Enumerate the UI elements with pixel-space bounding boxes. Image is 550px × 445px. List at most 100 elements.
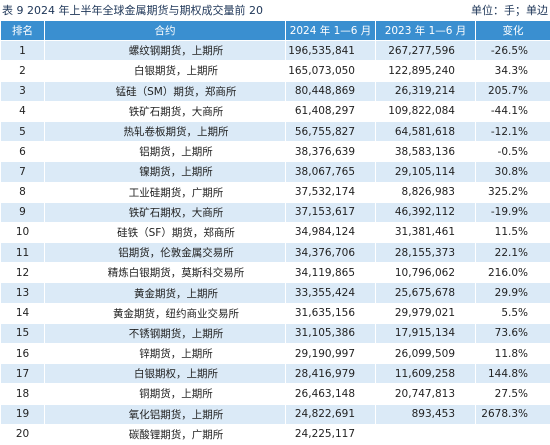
table-cell: 20,747,813 xyxy=(376,384,476,404)
table-cell: 196,535,841 xyxy=(286,41,376,61)
table-cell: 38,583,136 xyxy=(376,142,476,162)
table-cell: 267,277,596 xyxy=(376,41,476,61)
table-cell: 56,755,827 xyxy=(286,121,376,141)
table-cell: 20 xyxy=(1,424,45,444)
table-cell: 19 xyxy=(1,404,45,424)
table-cell: 硅铁（SF）期货，郑商所 xyxy=(45,222,286,242)
table-cell: 工业硅期货，广期所 xyxy=(45,182,286,202)
column-header: 合约 xyxy=(45,21,286,41)
table-cell: 26,463,148 xyxy=(286,384,376,404)
table-cell: 37,153,617 xyxy=(286,202,376,222)
table-cell: 38,376,639 xyxy=(286,142,376,162)
table-cell: 17 xyxy=(1,364,45,384)
table-cell: 30.8% xyxy=(476,162,550,182)
table-cell: 122,895,240 xyxy=(376,61,476,81)
table-cell: 铁矿石期权，大商所 xyxy=(45,202,286,222)
table-cell: 80,448,869 xyxy=(286,81,376,101)
table-cell: 109,822,084 xyxy=(376,101,476,121)
table-cell: -12.1% xyxy=(476,121,550,141)
column-header: 2024 年 1—6 月 xyxy=(286,21,376,41)
table-cell: 34,984,124 xyxy=(286,222,376,242)
table-cell: -44.1% xyxy=(476,101,550,121)
table-cell: 6 xyxy=(1,142,45,162)
table-cell: 白银期货，上期所 xyxy=(45,61,286,81)
table-cell: 28,155,373 xyxy=(376,243,476,263)
table-cell: 铝期货，伦敦金属交易所 xyxy=(45,243,286,263)
table-cell: 25,675,678 xyxy=(376,283,476,303)
table-cell: 11.8% xyxy=(476,344,550,364)
table-cell: 18 xyxy=(1,384,45,404)
table-cell: 铜期货，上期所 xyxy=(45,384,286,404)
table-cell: 26,319,214 xyxy=(376,81,476,101)
table-cell: 4 xyxy=(1,101,45,121)
table-cell: 7 xyxy=(1,162,45,182)
table-cell: 9 xyxy=(1,202,45,222)
table-cell: 10,796,062 xyxy=(376,263,476,283)
table-cell: 24,225,117 xyxy=(286,424,376,444)
table-cell: 11,609,258 xyxy=(376,364,476,384)
table-cell: 73.6% xyxy=(476,323,550,343)
table-cell: 5.5% xyxy=(476,303,550,323)
table-cell xyxy=(376,424,476,444)
table-cell: 螺纹钢期货，上期所 xyxy=(45,41,286,61)
table-cell: 37,532,174 xyxy=(286,182,376,202)
table-cell: 白银期权，上期所 xyxy=(45,364,286,384)
header: 表 9 2024 年上半年全球金属期货与期权成交量前 20 单位：手；单边 xyxy=(0,0,550,20)
table-cell: 黄金期货，上期所 xyxy=(45,283,286,303)
table-cell: 8,826,983 xyxy=(376,182,476,202)
table-cell: 165,073,050 xyxy=(286,61,376,81)
table-cell: 31,381,461 xyxy=(376,222,476,242)
table-cell: 2678.3% xyxy=(476,404,550,424)
column-header: 2023 年 1—6 月 xyxy=(376,21,476,41)
table-cell: 精炼白银期货，莫斯科交易所 xyxy=(45,263,286,283)
table-cell: 29,979,021 xyxy=(376,303,476,323)
table-cell: 27.5% xyxy=(476,384,550,404)
table-cell: 61,408,297 xyxy=(286,101,376,121)
table-cell: 38,067,765 xyxy=(286,162,376,182)
table-cell: 31,635,156 xyxy=(286,303,376,323)
table-cell: 锌期货，上期所 xyxy=(45,344,286,364)
table-cell: 5 xyxy=(1,121,45,141)
table-cell: 16 xyxy=(1,344,45,364)
table-cell: 11 xyxy=(1,243,45,263)
table-cell: 29,190,997 xyxy=(286,344,376,364)
table-cell: 12 xyxy=(1,263,45,283)
table-cell: 11.5% xyxy=(476,222,550,242)
unit-note: 单位：手；单边 xyxy=(471,2,548,18)
table-cell: 锰硅（SM）期货，郑商所 xyxy=(45,81,286,101)
table-cell: 216.0% xyxy=(476,263,550,283)
table-cell: 13 xyxy=(1,283,45,303)
table-cell: 46,392,112 xyxy=(376,202,476,222)
table-cell: 325.2% xyxy=(476,182,550,202)
table-cell: 14 xyxy=(1,303,45,323)
table-cell: 33,355,424 xyxy=(286,283,376,303)
table-cell: -19.9% xyxy=(476,202,550,222)
table-cell: 镍期货，上期所 xyxy=(45,162,286,182)
table-title: 表 9 2024 年上半年全球金属期货与期权成交量前 20 xyxy=(2,2,263,18)
table-cell: 15 xyxy=(1,323,45,343)
table-cell: 17,915,134 xyxy=(376,323,476,343)
table-cell: 34.3% xyxy=(476,61,550,81)
table-cell: 29,105,114 xyxy=(376,162,476,182)
